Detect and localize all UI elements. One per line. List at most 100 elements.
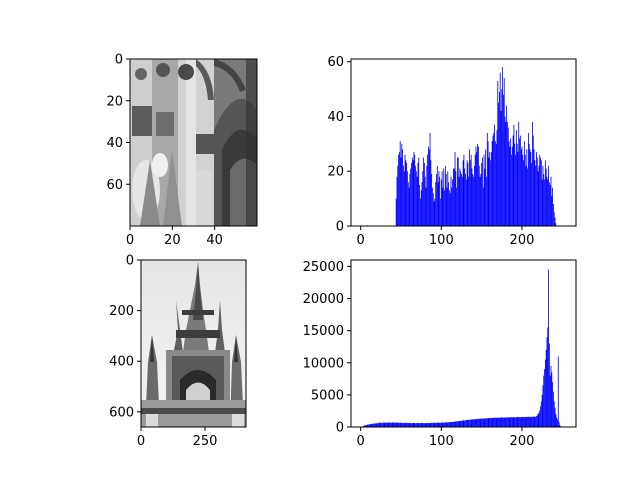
y-tick-label: 60 xyxy=(106,178,123,193)
y-tick-label: 600 xyxy=(109,405,134,420)
histogram-bar xyxy=(411,157,413,226)
histogram-bar xyxy=(486,176,487,226)
histogram-bar xyxy=(460,171,462,226)
histogram-bar xyxy=(486,132,488,226)
histogram-bar xyxy=(499,417,501,427)
histogram-bar xyxy=(420,190,422,226)
histogram-bar xyxy=(485,418,487,427)
histogram-bar xyxy=(388,422,390,427)
histogram-bar xyxy=(470,154,472,226)
histogram-bar xyxy=(503,417,505,427)
histogram-bar xyxy=(411,423,412,427)
histogram-bar xyxy=(441,422,443,427)
histogram-bar xyxy=(542,385,544,427)
x-tick-label: 200 xyxy=(510,233,535,248)
histogram-bar xyxy=(445,422,447,427)
subplot-crop-histogram: 0 100 200 0 20 40 60 xyxy=(327,55,577,248)
histogram-bar xyxy=(524,154,526,226)
histogram-bar xyxy=(547,327,549,427)
histogram-bar xyxy=(548,165,549,226)
histogram-bar xyxy=(452,421,454,427)
histogram-bar xyxy=(485,149,487,226)
histogram-bar xyxy=(465,173,466,226)
histogram-bar xyxy=(424,176,426,226)
histogram-bar xyxy=(398,422,399,427)
histogram-bar xyxy=(447,422,449,427)
histogram-bar xyxy=(532,416,534,427)
histogram-bar xyxy=(408,423,410,427)
histogram-bar xyxy=(557,356,559,427)
histogram-bar xyxy=(404,154,406,226)
histogram-bar xyxy=(476,418,478,427)
histogram-bar xyxy=(513,124,515,226)
histogram-bar xyxy=(537,414,539,427)
histogram-bar xyxy=(469,419,471,427)
histogram-bar xyxy=(465,179,467,226)
histogram-bar xyxy=(523,160,524,226)
histogram-bar xyxy=(511,146,513,226)
histogram-bar xyxy=(415,423,417,427)
histogram-bar xyxy=(433,422,435,427)
histogram-bar xyxy=(488,157,490,226)
histogram-bar xyxy=(545,349,547,427)
histogram-bar xyxy=(540,157,541,226)
histogram-bar xyxy=(519,416,520,427)
histogram-bar xyxy=(425,187,427,226)
histogram-bar xyxy=(484,418,486,427)
histogram-bar xyxy=(375,423,377,427)
histogram-bar xyxy=(526,417,528,427)
histogram-bar xyxy=(379,422,381,427)
histogram-bar xyxy=(448,182,449,226)
histogram-bar xyxy=(430,160,432,226)
histogram-bar xyxy=(518,417,520,427)
y-tick-label: 400 xyxy=(109,355,134,370)
histogram-bar xyxy=(373,424,374,427)
histogram-bar xyxy=(542,165,544,226)
histogram-bar xyxy=(546,176,548,226)
histogram-bar xyxy=(365,425,366,427)
histogram-bar xyxy=(486,418,488,427)
histogram-bar xyxy=(496,417,498,427)
histogram-bar xyxy=(430,423,432,427)
histogram-bar xyxy=(511,417,513,427)
histogram-bar xyxy=(530,416,532,427)
histogram-bar xyxy=(523,416,524,427)
histogram-bar xyxy=(403,422,405,427)
histogram-bar xyxy=(466,419,468,427)
histogram-bar xyxy=(429,422,431,427)
histogram-bar xyxy=(436,165,438,226)
histogram-bar xyxy=(478,418,480,427)
histogram-bar xyxy=(551,195,553,226)
histogram-bar xyxy=(553,212,555,226)
histogram-bar xyxy=(409,173,411,226)
histogram-bar xyxy=(413,423,415,427)
histogram-bar xyxy=(393,422,395,427)
histogram-bar xyxy=(528,416,530,427)
histogram-bar xyxy=(407,171,408,226)
histogram-bar xyxy=(528,132,529,226)
histogram-bar xyxy=(494,417,495,427)
histogram-bar xyxy=(451,187,453,226)
histogram-bar xyxy=(548,182,550,226)
histogram-bar xyxy=(490,152,492,226)
histogram-bar xyxy=(498,91,500,226)
histogram-bar xyxy=(548,269,549,427)
histogram-bar xyxy=(381,422,383,427)
histogram-bar xyxy=(377,423,379,427)
y-tick-label: 20 xyxy=(106,94,123,109)
histogram-bar xyxy=(515,417,516,427)
histogram-bar xyxy=(512,135,514,226)
histogram-bar xyxy=(455,171,457,226)
histogram-bar xyxy=(424,423,426,427)
histogram-bar xyxy=(402,422,404,427)
histogram-bar xyxy=(544,160,546,226)
histogram-bar xyxy=(498,417,499,427)
histogram-bar xyxy=(416,176,418,226)
histogram-bar xyxy=(516,416,518,427)
x-tick-label: 100 xyxy=(429,434,454,449)
histogram-bar xyxy=(538,412,540,427)
histogram-bar xyxy=(459,168,461,226)
histogram-bar xyxy=(444,190,445,226)
histogram-bar xyxy=(479,418,481,427)
histogram-bar xyxy=(469,160,471,226)
